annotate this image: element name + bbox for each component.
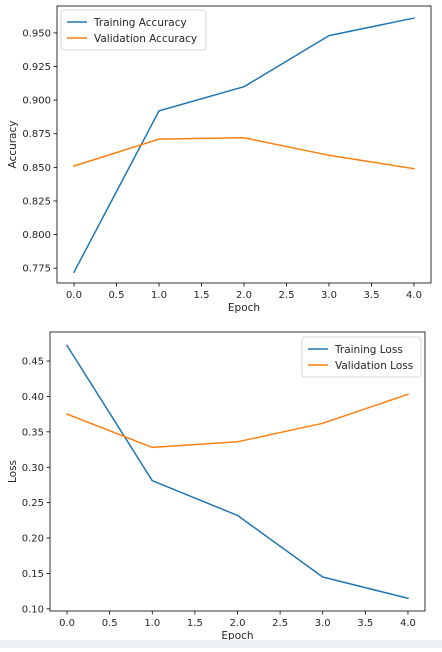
legend-label: Validation Accuracy (94, 33, 197, 45)
series-line-training-accuracy (72, 17, 415, 274)
y-axis-label: Accuracy (7, 121, 19, 169)
y-tick-label: 0.45 (22, 357, 44, 368)
x-tick-label: 0.5 (102, 618, 118, 629)
x-tick-label: 4.0 (406, 290, 422, 301)
chart-2: 0.0 0.5 1.0 1.5 2.0 2.5 3.0 3.5 4.0 0.10 0.15 0.20 0… (7, 331, 426, 642)
y-tick-label: 0.25 (22, 498, 44, 509)
x-tick-label: 0.5 (109, 290, 125, 301)
y-tick-label: 0.35 (22, 427, 44, 438)
series-line-validation-loss (66, 393, 409, 449)
y-tick-label: 0.900 (22, 96, 51, 107)
y-tick-label: 0.850 (22, 163, 51, 174)
legend-box (301, 336, 422, 378)
y-tick-label: 0.775 (22, 264, 51, 275)
legend-box (60, 9, 207, 51)
y-tick-label: 0.10 (22, 604, 44, 615)
chart-1: 0.0 0.5 1.0 1.5 2.0 2.5 3.0 3.5 4.0 0.775 0.800 0.8… (7, 5, 432, 314)
legend: Training Loss Validation Loss (301, 336, 422, 378)
bottom-strip (0, 640, 442, 648)
x-tick-label: 2.0 (236, 290, 252, 301)
y-tick-label: 0.40 (22, 392, 44, 403)
x-tick-label: 2.0 (230, 618, 246, 629)
y-tick-label: 0.800 (22, 230, 51, 241)
y-tick-label: 0.30 (22, 463, 44, 474)
x-tick-label: 0.0 (59, 618, 75, 629)
legend-label: Training Accuracy (93, 17, 187, 29)
x-tick-label: 0.0 (66, 290, 82, 301)
x-tick-label: 3.0 (321, 290, 337, 301)
legend: Training Accuracy Validation Accuracy (60, 9, 207, 51)
x-tick-label: 1.5 (194, 290, 210, 301)
x-tick-label: 1.5 (187, 618, 203, 629)
y-tick-label: 0.20 (22, 534, 44, 545)
y-tick-label: 0.950 (22, 28, 51, 39)
series-line-training-loss (65, 344, 409, 600)
y-tick-label: 0.825 (22, 196, 51, 207)
x-tick-label: 2.5 (279, 290, 295, 301)
legend-label: Validation Loss (335, 360, 413, 372)
legend-label: Training Loss (334, 344, 403, 356)
y-tick-label: 0.875 (22, 129, 51, 140)
x-tick-label: 3.5 (357, 618, 373, 629)
series-line-validation-accuracy (73, 137, 415, 170)
x-tick-label: 4.0 (400, 618, 416, 629)
x-tick-label: 1.0 (151, 290, 167, 301)
x-tick-label: 2.5 (272, 618, 288, 629)
x-tick-label: 1.0 (144, 618, 160, 629)
x-axis-label: Epoch (221, 630, 253, 642)
x-tick-label: 3.5 (364, 290, 380, 301)
y-tick-label: 0.15 (22, 569, 44, 580)
y-axis-label: Loss (7, 460, 19, 483)
y-tick-label: 0.925 (22, 62, 51, 73)
x-axis-label: Epoch (228, 302, 260, 314)
x-tick-label: 3.0 (315, 618, 331, 629)
